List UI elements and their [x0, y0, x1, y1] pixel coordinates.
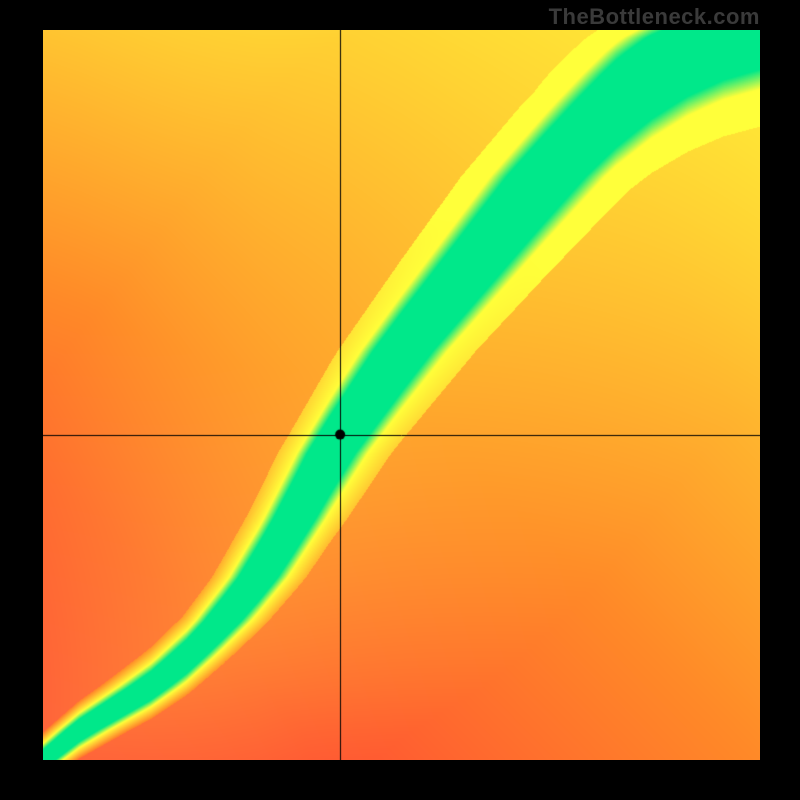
bottleneck-heatmap [43, 30, 760, 760]
watermark-text: TheBottleneck.com [549, 4, 760, 30]
